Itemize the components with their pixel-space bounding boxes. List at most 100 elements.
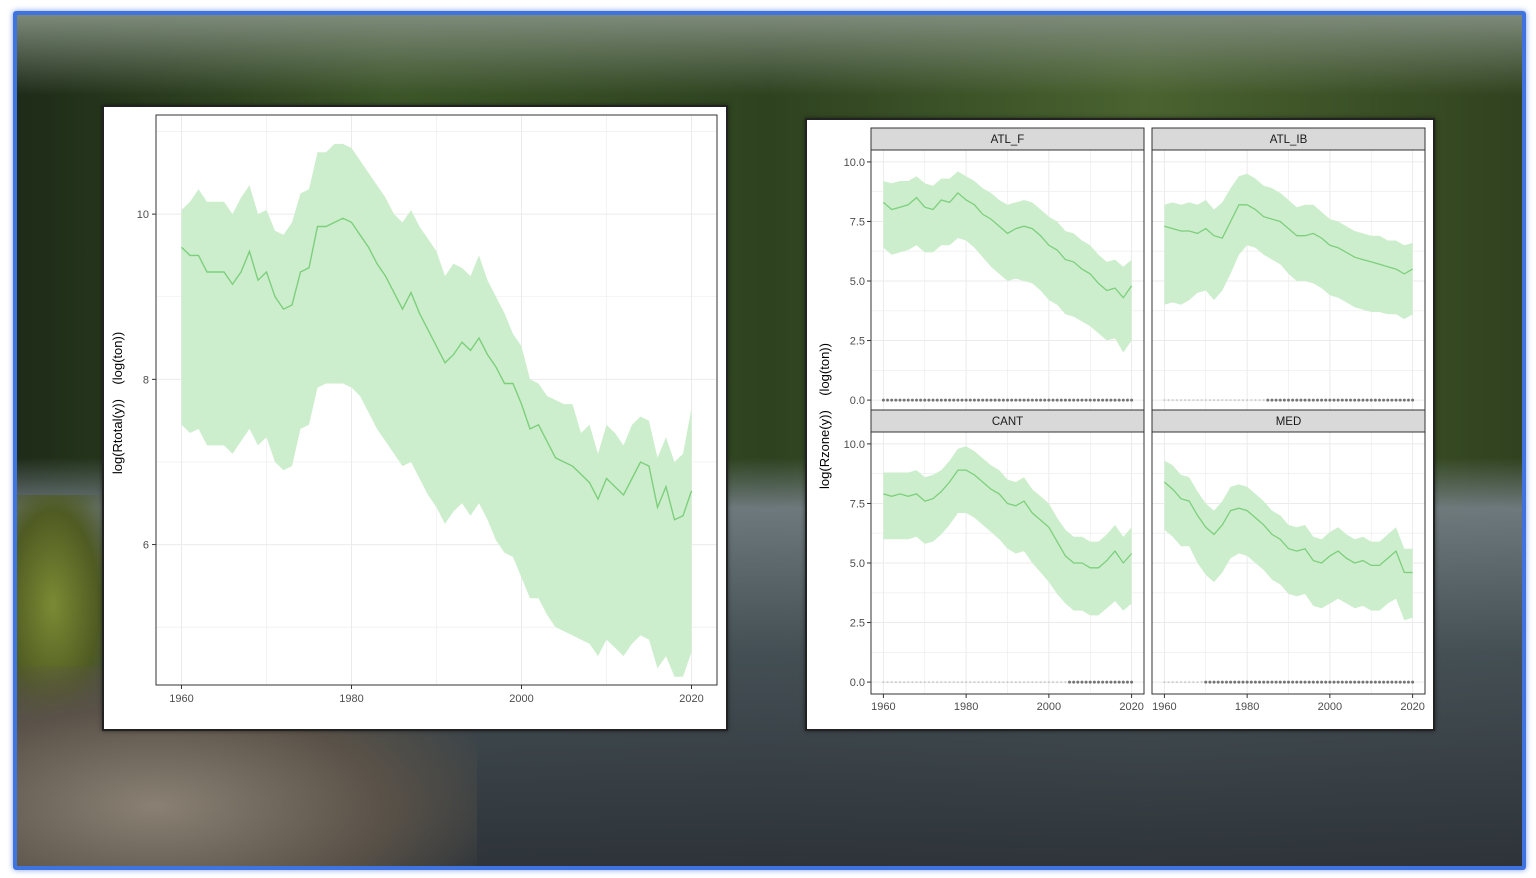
observation-dot <box>1402 680 1406 684</box>
facet-strip-label: CANT <box>992 416 1023 428</box>
observation-dot <box>1018 398 1022 402</box>
observation-dot <box>981 398 985 402</box>
observation-dot <box>1411 398 1415 402</box>
y-tick-label: 5.0 <box>850 276 865 288</box>
observation-dot <box>985 398 989 402</box>
observation-dot <box>1105 398 1109 402</box>
observation-dot <box>1113 398 1117 402</box>
observation-dot <box>1200 398 1203 402</box>
observation-dot <box>977 680 980 684</box>
x-tick-label: 2020 <box>679 693 703 705</box>
observation-dot <box>1274 398 1278 402</box>
y-axis-label: log(Rzone(y)) (log(ton)) <box>817 343 832 489</box>
observation-dot <box>1109 680 1113 684</box>
observation-dot <box>997 398 1001 402</box>
observation-dot <box>1212 680 1216 684</box>
facet-strip-label: MED <box>1276 416 1302 428</box>
credible-interval-ribbon <box>1164 173 1413 320</box>
observation-dot <box>1072 398 1076 402</box>
observation-dot <box>923 680 926 684</box>
observation-dot <box>886 398 890 402</box>
observation-dot <box>1340 680 1344 684</box>
observation-dot <box>1353 398 1357 402</box>
x-tick-label: 1960 <box>871 701 895 713</box>
observation-dot <box>1092 680 1096 684</box>
y-tick-label: 5.0 <box>850 558 865 570</box>
observation-dot <box>1220 680 1224 684</box>
observation-dot <box>1217 398 1220 402</box>
observation-dot <box>1101 398 1105 402</box>
observation-dot <box>1373 680 1377 684</box>
observation-dot <box>1282 680 1286 684</box>
observation-dot <box>1022 680 1026 684</box>
observation-dot <box>1117 398 1121 402</box>
observation-dot <box>1378 680 1381 684</box>
observation-dot <box>1014 398 1018 402</box>
observation-dot <box>1097 680 1100 684</box>
observation-dot <box>960 398 964 402</box>
observation-dot <box>1167 680 1170 684</box>
observation-dot <box>1084 398 1088 402</box>
observation-dot <box>1196 398 1199 402</box>
observation-dot <box>936 680 939 684</box>
observation-dot <box>1365 398 1369 402</box>
observation-dot <box>1063 398 1067 402</box>
observation-dot <box>1253 680 1257 684</box>
y-tick-label: 8 <box>143 374 149 386</box>
observation-dot <box>1183 680 1187 684</box>
observation-dot <box>944 680 947 684</box>
observation-dot <box>939 398 943 402</box>
observation-dot <box>1080 398 1084 402</box>
observation-dot <box>1031 680 1034 684</box>
observation-dot <box>915 398 918 402</box>
observation-dot <box>1328 398 1332 402</box>
y-axis: 6 8 10 <box>137 209 156 552</box>
observation-dot <box>1406 398 1410 402</box>
observation-dot <box>956 680 959 684</box>
observation-dot <box>919 680 922 684</box>
observation-dot <box>1349 680 1353 684</box>
facet-strip-label: ATL_F <box>991 134 1025 146</box>
credible-interval-ribbon <box>1164 460 1413 621</box>
observation-dot <box>1311 680 1315 684</box>
observation-dot <box>1254 398 1257 402</box>
observation-dot <box>1344 398 1348 402</box>
background-treeline <box>17 15 1522 95</box>
observation-dot <box>881 398 885 402</box>
observation-dot <box>1378 398 1381 402</box>
observation-dot <box>1076 398 1080 402</box>
observation-dot <box>1394 680 1398 684</box>
x-axis: 1960 1980 2000 2020 <box>169 685 704 705</box>
observation-dot <box>1034 398 1038 402</box>
observation-dot <box>1125 398 1129 402</box>
observation-dot <box>1068 398 1072 402</box>
observation-dot <box>1307 398 1311 402</box>
observation-dot <box>1353 680 1357 684</box>
observation-dot <box>1027 680 1030 684</box>
observation-dot <box>1365 680 1369 684</box>
observation-dot <box>1266 680 1270 684</box>
observation-dot <box>894 680 897 684</box>
x-tick-label: 2020 <box>1400 701 1424 713</box>
observation-dot <box>1262 398 1265 402</box>
observation-dot <box>1010 398 1014 402</box>
observation-dot <box>1051 680 1055 684</box>
observation-dot <box>1035 680 1038 684</box>
observation-dot <box>890 680 893 684</box>
zone-recruitment-panel: log(Rzone(y)) (log(ton)) ATL_F 0.0 2.5 5.0 7… <box>805 118 1435 731</box>
total-recruitment-chart: 1960 1980 2000 2020 6 8 10 log(Rtotal(y)) (lo… <box>110 114 718 705</box>
observation-dot <box>1229 398 1232 402</box>
median-line <box>1164 204 1413 275</box>
median-line <box>882 191 1133 299</box>
observation-dot <box>1088 398 1092 402</box>
observation-dot <box>1030 398 1034 402</box>
observation-dot <box>1026 398 1030 402</box>
observation-dot <box>1192 398 1195 402</box>
observation-dot <box>1373 398 1377 402</box>
observation-dot <box>972 398 976 402</box>
observation-dot <box>1241 398 1245 402</box>
observation-dot <box>907 680 910 684</box>
observation-dot <box>1080 680 1084 684</box>
observation-dot <box>923 398 927 402</box>
observation-dot <box>1390 398 1394 402</box>
